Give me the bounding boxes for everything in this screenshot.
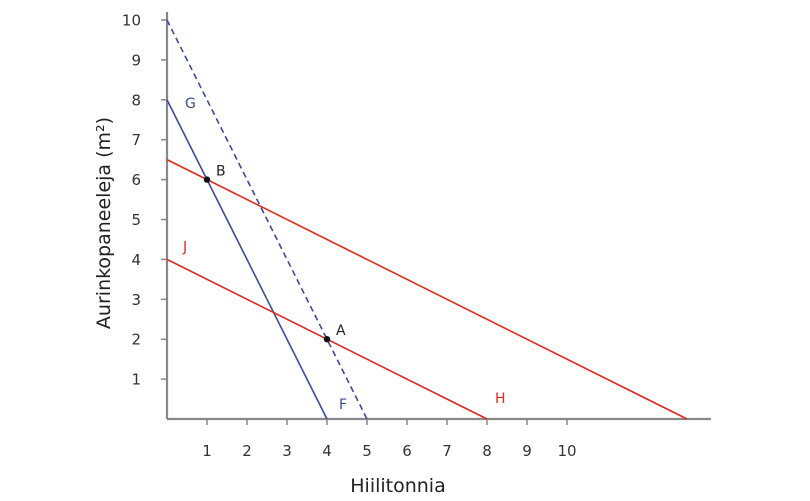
x-tick-label: 5	[362, 442, 372, 460]
y-tick-label: 10	[122, 12, 141, 30]
y-tick-label: 1	[131, 371, 141, 389]
y-axis-title: Aurinkopaneeleja (m²)	[93, 117, 115, 329]
x-tick-label: 6	[402, 442, 412, 460]
x-tick-label: 9	[522, 442, 532, 460]
line-label-f: F	[339, 397, 347, 413]
y-tick-label: 4	[131, 251, 141, 269]
y-axis: 1 2 3 4 5 6 7 8 9 10	[122, 12, 169, 419]
line-label-h: H	[495, 391, 506, 407]
line-G	[166, 99, 328, 420]
y-tick-label: 8	[131, 91, 141, 109]
point-label-b: B	[216, 164, 226, 180]
line-labels: G F J H	[182, 96, 506, 413]
x-axis: 1 2 3 4 5 6 7 8 9 10	[167, 417, 711, 460]
x-axis-title: Hiilitonnia	[350, 475, 445, 497]
line-label-j: J	[182, 239, 187, 255]
y-tick-label: 7	[131, 131, 141, 149]
x-tick-label: 8	[482, 442, 492, 460]
y-tick-label: 3	[131, 291, 141, 309]
x-tick-label: 10	[557, 442, 576, 460]
x-tick-label: 2	[242, 442, 252, 460]
x-tick-label: 3	[282, 442, 292, 460]
point-b	[203, 176, 211, 183]
y-tick-label: 6	[131, 171, 141, 189]
y-tick-label: 9	[131, 51, 141, 69]
point-a	[323, 336, 331, 343]
plot-lines	[166, 19, 688, 420]
x-tick-label: 7	[442, 442, 452, 460]
y-tick-label: 2	[131, 331, 141, 349]
line-upper	[166, 158, 688, 420]
point-label-a: A	[336, 323, 346, 339]
data-points: AB	[203, 164, 346, 343]
line-dashed	[166, 19, 368, 420]
x-tick-label: 1	[202, 442, 212, 460]
x-tick-label: 4	[322, 442, 332, 460]
y-tick-label: 5	[131, 211, 141, 229]
line-label-g: G	[185, 96, 196, 112]
